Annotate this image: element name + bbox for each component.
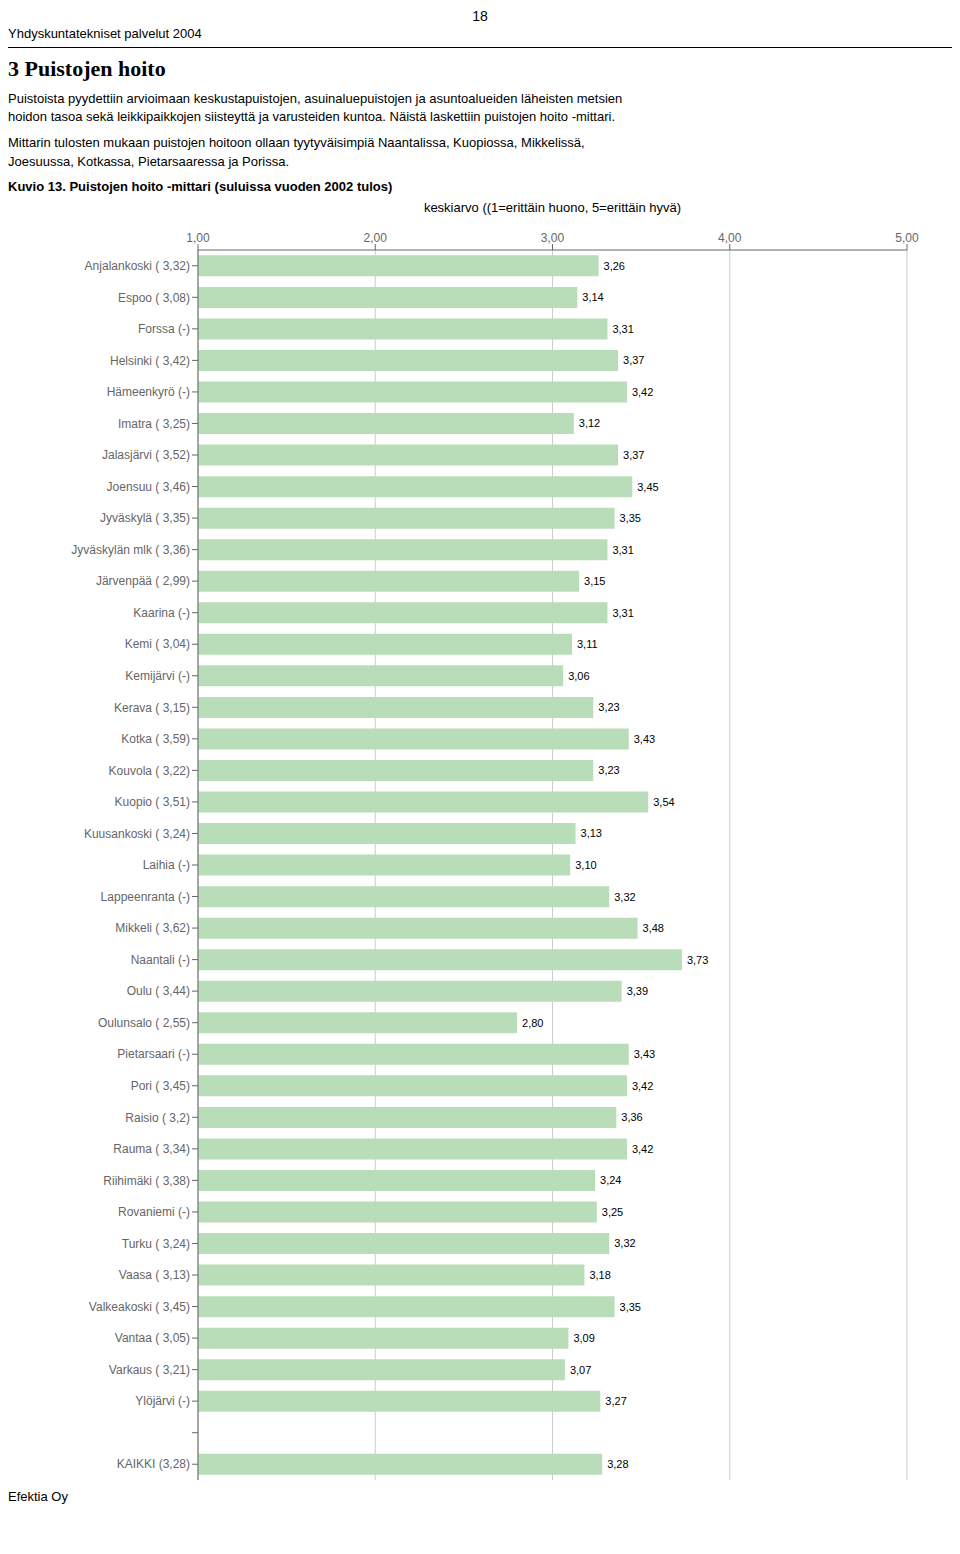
svg-text:Kotka ( 3,59): Kotka ( 3,59) xyxy=(121,732,190,746)
svg-text:Hämeenkyrö (-): Hämeenkyrö (-) xyxy=(107,385,190,399)
svg-text:1,00: 1,00 xyxy=(186,231,210,245)
svg-text:Varkaus ( 3,21): Varkaus ( 3,21) xyxy=(109,1363,190,1377)
svg-text:3,27: 3,27 xyxy=(605,1395,626,1407)
svg-text:3,28: 3,28 xyxy=(607,1458,628,1470)
svg-text:5,00: 5,00 xyxy=(895,231,919,245)
svg-text:3,48: 3,48 xyxy=(643,922,664,934)
html-text:Yhdyskuntatekniset palvelut 20: Yhdyskuntatekniset palvelut 2004 xyxy=(8,26,202,41)
svg-text:Jyväskylä ( 3,35): Jyväskylä ( 3,35) xyxy=(100,511,190,525)
svg-text:3,31: 3,31 xyxy=(612,543,633,555)
svg-text:Forssa (-): Forssa (-) xyxy=(138,322,190,336)
svg-text:3,37: 3,37 xyxy=(623,354,644,366)
svg-text:3,00: 3,00 xyxy=(541,231,565,245)
svg-text:3,13: 3,13 xyxy=(581,827,602,839)
svg-text:3,32: 3,32 xyxy=(614,1237,635,1249)
svg-text:Valkeakoski ( 3,45): Valkeakoski ( 3,45) xyxy=(89,1300,190,1314)
html-text:keskiarvo ((1=erittäin huono,: keskiarvo ((1=erittäin huono, 5=erittäin… xyxy=(423,199,682,215)
svg-text:3,07: 3,07 xyxy=(570,1363,591,1375)
svg-text:3,31: 3,31 xyxy=(612,323,633,335)
svg-text:2,00: 2,00 xyxy=(364,231,388,245)
html-text:18: 18 xyxy=(472,8,488,24)
svg-text:Mikkeli ( 3,62): Mikkeli ( 3,62) xyxy=(115,921,190,935)
svg-text:3,09: 3,09 xyxy=(573,1332,594,1344)
svg-text:Jalasjärvi ( 3,52): Jalasjärvi ( 3,52) xyxy=(102,448,190,462)
svg-text:3,32: 3,32 xyxy=(614,890,635,902)
svg-text:3,35: 3,35 xyxy=(620,1300,641,1312)
svg-text:Oulunsalo ( 2,55): Oulunsalo ( 2,55) xyxy=(98,1016,190,1030)
svg-text:Kemi ( 3,04): Kemi ( 3,04) xyxy=(125,637,190,651)
svg-text:Pori ( 3,45): Pori ( 3,45) xyxy=(131,1079,190,1093)
svg-text:Vantaa ( 3,05): Vantaa ( 3,05) xyxy=(115,1331,190,1345)
svg-text:Espoo ( 3,08): Espoo ( 3,08) xyxy=(118,290,190,304)
svg-text:3,23: 3,23 xyxy=(598,701,619,713)
svg-text:Kouvola ( 3,22): Kouvola ( 3,22) xyxy=(109,763,190,777)
svg-text:3,36: 3,36 xyxy=(621,1111,642,1123)
svg-text:3,15: 3,15 xyxy=(584,575,605,587)
svg-text:3,11: 3,11 xyxy=(577,638,598,650)
svg-text:3,42: 3,42 xyxy=(632,1143,653,1155)
html-text:Puistoista pyydettiin arvioima: Puistoista pyydettiin arvioimaan keskust… xyxy=(8,91,623,125)
svg-text:3,14: 3,14 xyxy=(582,291,603,303)
svg-text:3,43: 3,43 xyxy=(634,1048,655,1060)
svg-text:3,54: 3,54 xyxy=(653,796,674,808)
svg-text:Kuusankoski ( 3,24): Kuusankoski ( 3,24) xyxy=(84,826,190,840)
svg-text:3,12: 3,12 xyxy=(579,417,600,429)
svg-text:3,10: 3,10 xyxy=(575,859,596,871)
svg-text:Riihimäki ( 3,38): Riihimäki ( 3,38) xyxy=(103,1173,190,1187)
svg-text:Laihia (-): Laihia (-) xyxy=(143,858,190,872)
svg-text:Turku ( 3,24): Turku ( 3,24) xyxy=(122,1236,190,1250)
svg-text:Kerava ( 3,15): Kerava ( 3,15) xyxy=(114,700,190,714)
html-text:3 Puistojen hoito: 3 Puistojen hoito xyxy=(8,56,166,81)
svg-text:2,80: 2,80 xyxy=(522,1016,543,1028)
svg-text:3,73: 3,73 xyxy=(687,953,708,965)
svg-text:3,23: 3,23 xyxy=(598,764,619,776)
svg-text:Järvenpää ( 2,99): Järvenpää ( 2,99) xyxy=(96,574,190,588)
svg-text:Rovaniemi (-): Rovaniemi (-) xyxy=(118,1205,190,1219)
svg-text:Naantali (-): Naantali (-) xyxy=(131,953,190,967)
svg-text:Oulu ( 3,44): Oulu ( 3,44) xyxy=(127,984,190,998)
svg-text:Lappeenranta (-): Lappeenranta (-) xyxy=(101,890,190,904)
svg-text:3,35: 3,35 xyxy=(620,512,641,524)
svg-text:Kemijärvi (-): Kemijärvi (-) xyxy=(125,669,190,683)
svg-text:Jyväskylän mlk ( 3,36): Jyväskylän mlk ( 3,36) xyxy=(71,543,190,557)
svg-text:3,26: 3,26 xyxy=(604,260,625,272)
svg-text:Kaarina (-): Kaarina (-) xyxy=(133,606,190,620)
svg-text:3,42: 3,42 xyxy=(632,1080,653,1092)
svg-text:KAIKKI (3,28): KAIKKI (3,28) xyxy=(117,1457,190,1471)
svg-text:Pietarsaari (-): Pietarsaari (-) xyxy=(117,1047,190,1061)
svg-text:Joensuu ( 3,46): Joensuu ( 3,46) xyxy=(107,480,190,494)
svg-text:3,45: 3,45 xyxy=(637,480,658,492)
svg-text:4,00: 4,00 xyxy=(718,231,742,245)
svg-text:Anjalankoski ( 3,32): Anjalankoski ( 3,32) xyxy=(85,259,190,273)
svg-text:3,24: 3,24 xyxy=(600,1174,621,1186)
svg-text:3,06: 3,06 xyxy=(568,670,589,682)
svg-text:Helsinki ( 3,42): Helsinki ( 3,42) xyxy=(110,353,190,367)
svg-text:Ylöjärvi (-): Ylöjärvi (-) xyxy=(135,1394,190,1408)
svg-text:Imatra ( 3,25): Imatra ( 3,25) xyxy=(118,416,190,430)
svg-text:3,31: 3,31 xyxy=(612,606,633,618)
svg-text:3,42: 3,42 xyxy=(632,386,653,398)
svg-text:Rauma ( 3,34): Rauma ( 3,34) xyxy=(113,1142,190,1156)
html-text:Efektia Oy: Efektia Oy xyxy=(8,1488,68,1504)
svg-text:3,25: 3,25 xyxy=(602,1206,623,1218)
svg-text:Raisio ( 3,2): Raisio ( 3,2) xyxy=(125,1110,190,1124)
svg-text:3,37: 3,37 xyxy=(623,449,644,461)
svg-text:Vaasa ( 3,13): Vaasa ( 3,13) xyxy=(119,1268,190,1282)
svg-text:3,39: 3,39 xyxy=(627,985,648,997)
html-text:Kuvio 13. Puistojen hoito -mit: Kuvio 13. Puistojen hoito -mittari (sulu… xyxy=(8,178,393,194)
svg-text:3,18: 3,18 xyxy=(589,1269,610,1281)
svg-text:3,43: 3,43 xyxy=(634,733,655,745)
svg-text:Kuopio ( 3,51): Kuopio ( 3,51) xyxy=(115,795,190,809)
html-text:Mittarin tulosten mukaan puist: Mittarin tulosten mukaan puistojen hoito… xyxy=(8,135,585,169)
